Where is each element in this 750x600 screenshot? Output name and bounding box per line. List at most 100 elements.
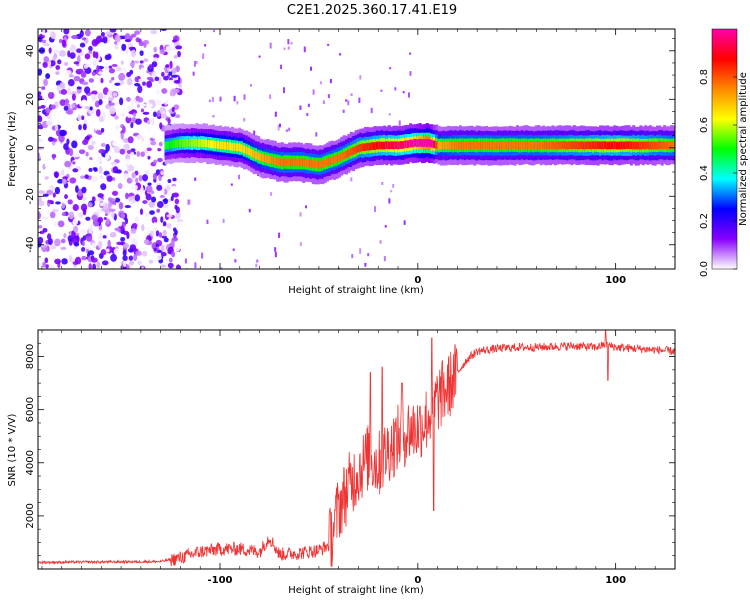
noise-cell: [211, 96, 214, 102]
ridge-cell: [613, 141, 617, 150]
ridge-cell: [430, 139, 434, 148]
noise-cell: [150, 29, 158, 35]
noise-cell: [38, 196, 42, 202]
noise-cell: [155, 140, 160, 145]
noise-cell: [42, 216, 49, 220]
ridge-cell: [316, 160, 320, 169]
noise-cell: [136, 134, 143, 140]
noise-cell: [38, 190, 45, 195]
ridge-cell: [423, 139, 427, 147]
noise-cell: [96, 198, 103, 202]
ridge-cell: [359, 144, 363, 152]
ridge-cell: [390, 141, 394, 150]
noise-cell: [88, 225, 93, 234]
spectrogram-ytick-label: 40: [25, 44, 36, 57]
snr-frame: [37, 329, 676, 570]
noise-cell: [64, 98, 69, 107]
noise-cell: [103, 95, 107, 100]
noise-cell: [134, 216, 139, 223]
noise-cell: [67, 199, 73, 205]
noise-cell: [59, 50, 66, 57]
noise-cell: [347, 100, 350, 106]
noise-cell: [147, 103, 153, 108]
colorbar: 0.0 0.2 0.4 0.6 0.8 Normalized spectral ampl…: [699, 28, 749, 277]
noise-cell: [159, 106, 164, 114]
noise-cell: [269, 42, 272, 49]
noise-cell: [303, 46, 306, 53]
noise-cell: [135, 250, 142, 256]
noise-cell: [145, 185, 153, 193]
noise-cell: [72, 168, 79, 173]
spectrogram-xtick-label: 0: [414, 275, 421, 286]
noise-cell: [140, 266, 145, 269]
noise-cell: [73, 241, 80, 247]
noise-cell: [79, 229, 87, 234]
noise-cell: [131, 222, 138, 229]
noise-cell: [394, 87, 397, 91]
ridge-cell: [323, 159, 327, 167]
ridge-cell: [432, 140, 436, 149]
noise-cell: [112, 92, 118, 97]
noise-cell: [170, 239, 175, 247]
noise-cell: [125, 97, 132, 102]
noise-cell: [327, 43, 330, 46]
noise-cell: [278, 232, 281, 238]
ridge-cell: [444, 141, 448, 150]
noise-cell: [41, 86, 46, 90]
noise-cell: [47, 177, 53, 186]
noise-cell: [258, 55, 261, 58]
noise-cell: [142, 174, 148, 182]
noise-cell: [125, 158, 131, 165]
noise-cell: [96, 155, 103, 163]
noise-cell: [150, 140, 157, 146]
noise-cell: [148, 259, 154, 264]
noise-cell: [156, 200, 164, 209]
ridge-cell: [207, 140, 211, 148]
noise-cell: [184, 258, 187, 264]
noise-cell: [126, 77, 133, 86]
noise-cell: [99, 175, 104, 179]
figure-title: C2E1.2025.360.17.41.E19: [287, 3, 457, 18]
noise-cell: [152, 111, 157, 118]
ridge-cell: [618, 141, 621, 150]
noise-cell: [168, 79, 175, 84]
noise-cell: [351, 254, 354, 259]
noise-cell: [81, 84, 85, 91]
noise-cell: [173, 104, 180, 110]
noise-cell: [38, 236, 44, 244]
ridge-cell: [437, 141, 441, 150]
noise-cell: [113, 146, 121, 154]
noise-cell: [168, 71, 173, 76]
noise-cell: [171, 106, 175, 112]
noise-cell: [148, 78, 155, 82]
noise-cell: [122, 249, 127, 257]
ridge-cell: [223, 141, 227, 150]
noise-cell: [329, 78, 332, 84]
ridge-cell: [527, 141, 531, 150]
noise-cell: [76, 55, 81, 64]
noise-cell: [118, 201, 124, 210]
noise-cell: [54, 124, 59, 131]
noise-cell: [78, 212, 84, 218]
noise-cell: [315, 132, 318, 137]
ridge-cell: [402, 141, 405, 149]
noise-cell: [91, 140, 96, 145]
ridge-cell: [219, 141, 223, 150]
noise-cell: [130, 200, 135, 205]
noise-cell: [92, 263, 97, 269]
noise-cell: [158, 232, 163, 238]
noise-cell: [44, 257, 49, 264]
noise-cell: [84, 53, 91, 60]
noise-cell: [108, 208, 116, 212]
noise-cell: [135, 118, 142, 125]
noise-cell: [250, 84, 253, 87]
noise-cell: [111, 191, 118, 196]
noise-cell: [143, 58, 149, 62]
noise-cell: [350, 177, 353, 182]
noise-cell: [72, 161, 76, 165]
noise-cell: [115, 169, 122, 174]
noise-cell: [88, 78, 94, 83]
noise-cell: [167, 118, 171, 124]
noise-cell: [100, 249, 107, 256]
ridge-cell: [397, 141, 401, 150]
